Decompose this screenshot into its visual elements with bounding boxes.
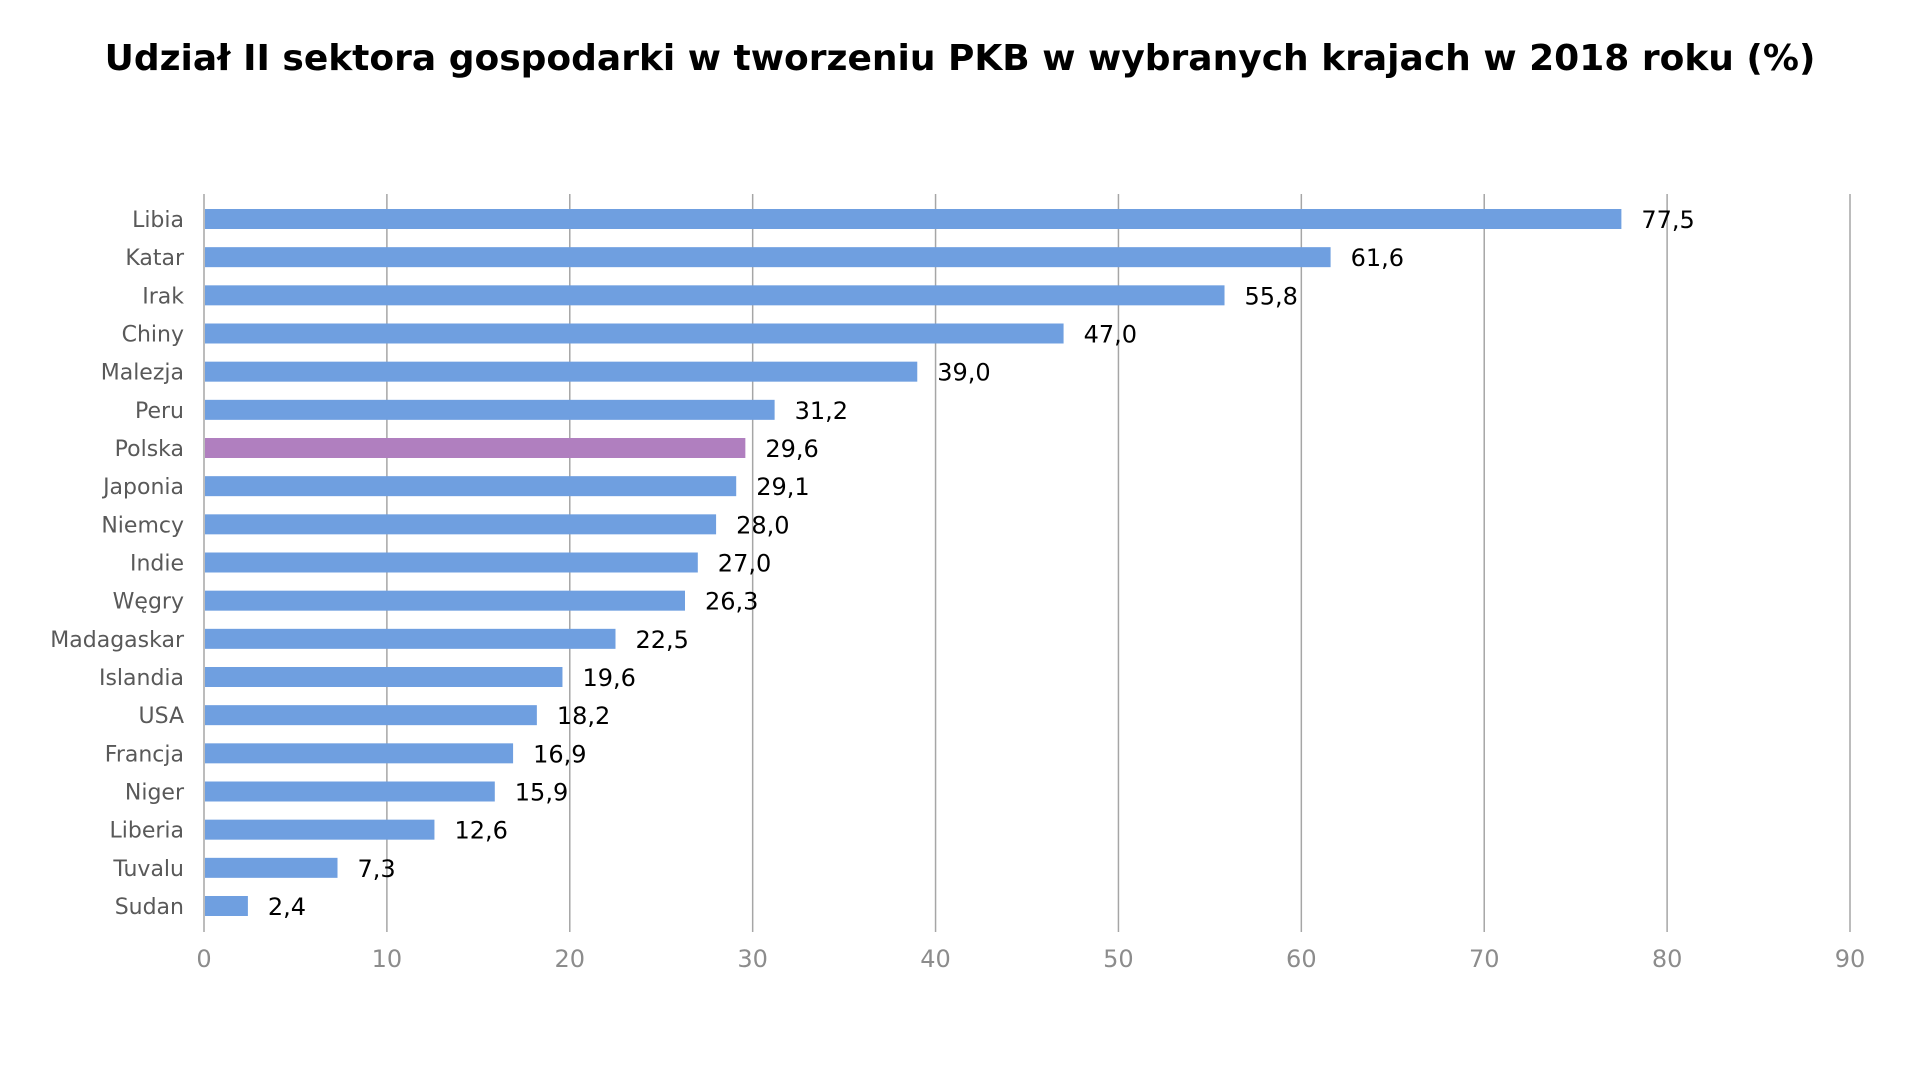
data-label: 18,2 xyxy=(557,702,610,730)
category-label: Francja xyxy=(105,742,184,767)
bar-usa xyxy=(205,705,537,726)
category-label: Katar xyxy=(125,246,185,271)
category-label: Tuvalu xyxy=(112,857,184,882)
category-label: Liberia xyxy=(109,819,184,844)
bar-malezja xyxy=(205,361,918,382)
bar-niger xyxy=(205,781,495,802)
bar-francja xyxy=(205,743,514,764)
bar-japonia xyxy=(205,476,737,497)
category-label: Niemcy xyxy=(101,513,184,538)
data-label: 27,0 xyxy=(718,550,771,578)
category-label: Libia xyxy=(132,208,184,233)
category-label: Islandia xyxy=(99,666,184,691)
category-label: Polska xyxy=(115,437,184,462)
data-label: 15,9 xyxy=(515,779,568,807)
data-label: 22,5 xyxy=(636,626,689,654)
category-label: Peru xyxy=(135,399,184,424)
bar-peru xyxy=(205,399,775,420)
bar-irak xyxy=(205,285,1225,306)
data-label: 31,2 xyxy=(795,397,848,425)
category-label: Sudan xyxy=(115,895,184,920)
x-tick-label: 60 xyxy=(1286,945,1317,973)
x-tick-label: 90 xyxy=(1835,945,1866,973)
data-label: 16,9 xyxy=(533,740,586,768)
chart-title: Udział II sektora gospodarki w tworzeniu… xyxy=(104,38,1816,79)
category-label: Węgry xyxy=(113,590,184,615)
data-label: 47,0 xyxy=(1084,321,1137,349)
category-label: Irak xyxy=(142,284,184,309)
bar-tuvalu xyxy=(205,857,338,878)
x-tick-label: 40 xyxy=(920,945,951,973)
bar-madagaskar xyxy=(205,628,616,649)
bar-islandia xyxy=(205,667,563,687)
category-label: Malezja xyxy=(101,361,184,386)
x-tick-label: 70 xyxy=(1469,945,1500,973)
bar-katar xyxy=(205,247,1331,268)
category-label: Chiny xyxy=(122,323,184,348)
bar-niemcy xyxy=(205,514,717,535)
data-label: 55,8 xyxy=(1245,282,1298,310)
data-label: 61,6 xyxy=(1351,244,1404,272)
data-label: 19,6 xyxy=(582,664,635,692)
bar-indie xyxy=(205,552,698,573)
data-label: 28,0 xyxy=(736,511,789,539)
x-tick-label: 80 xyxy=(1652,945,1683,973)
category-label: USA xyxy=(138,704,184,729)
x-tick-label: 20 xyxy=(555,945,586,973)
x-tick-label: 50 xyxy=(1103,945,1134,973)
category-label: Japonia xyxy=(101,475,184,500)
category-label: Indie xyxy=(130,552,184,577)
category-label: Madagaskar xyxy=(50,628,185,653)
data-label: 12,6 xyxy=(454,817,507,845)
x-tick-label: 10 xyxy=(372,945,403,973)
data-label: 2,4 xyxy=(268,893,306,921)
x-tick-label: 0 xyxy=(196,945,211,973)
bar-polska xyxy=(205,438,746,458)
data-label: 77,5 xyxy=(1641,206,1694,234)
bar-chiny xyxy=(205,323,1064,344)
data-label: 26,3 xyxy=(705,588,758,616)
data-label: 39,0 xyxy=(937,359,990,387)
bar-liberia xyxy=(205,819,435,840)
data-label: 29,1 xyxy=(756,473,809,501)
bar-węgry xyxy=(205,590,685,611)
bar-sudan xyxy=(205,896,248,916)
x-tick-label: 30 xyxy=(737,945,768,973)
data-label: 7,3 xyxy=(358,855,396,883)
bar-libia xyxy=(205,209,1622,229)
data-label: 29,6 xyxy=(765,435,818,463)
category-label: Niger xyxy=(125,781,185,806)
